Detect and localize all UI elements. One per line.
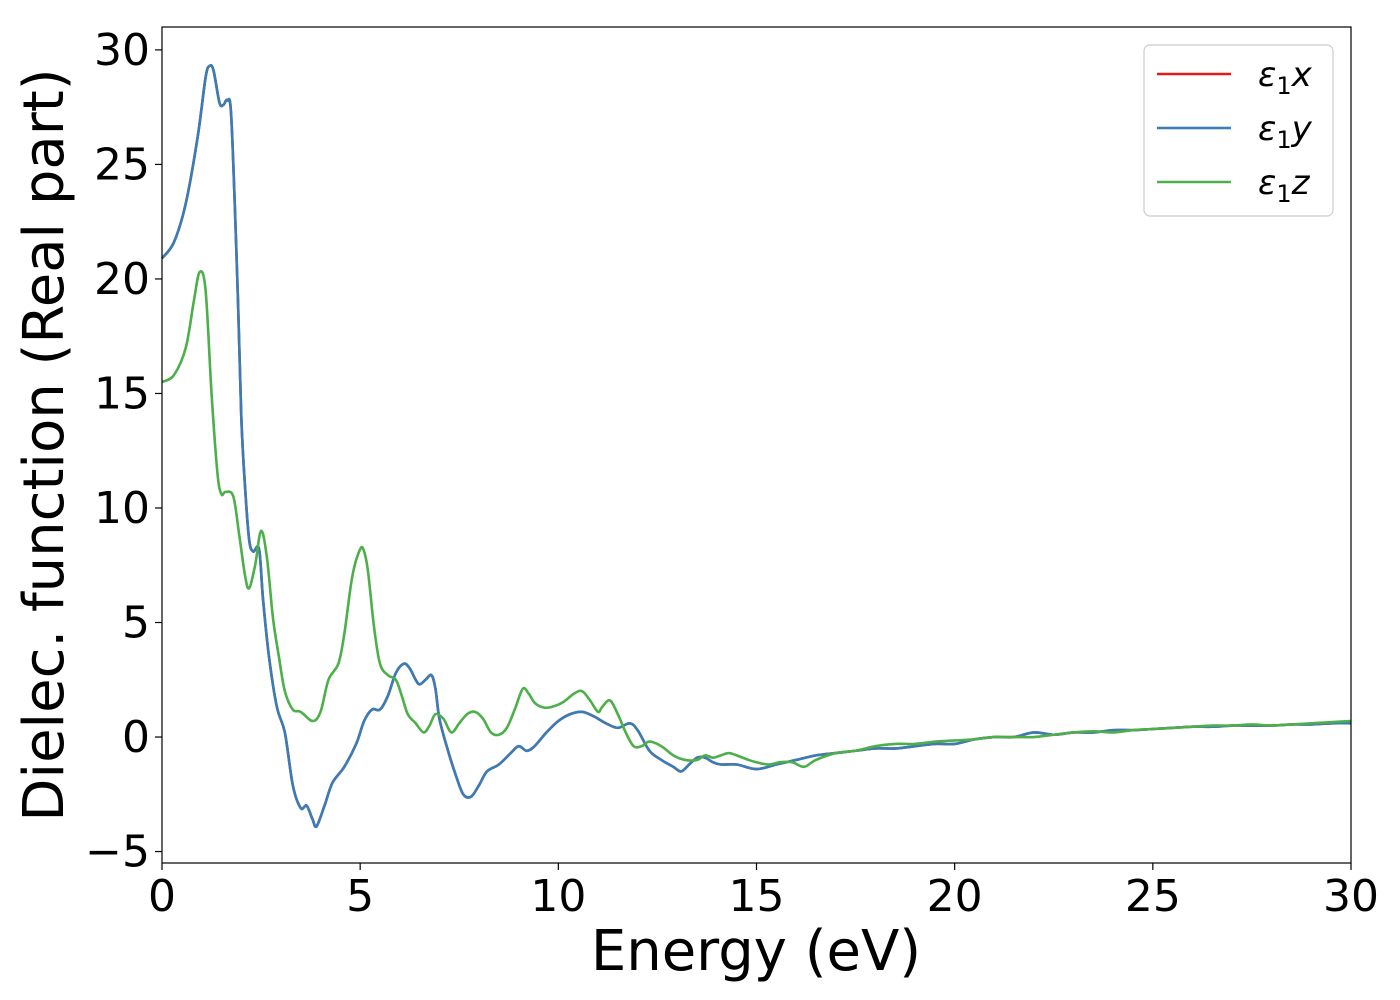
series-line-z [161,269,1352,769]
x-tick-label: 15 [729,871,785,922]
y-tick-label: 5 [122,598,150,649]
y-tick-label: 10 [94,483,150,534]
x-tick-label: 0 [148,871,176,922]
x-tick-label: 10 [530,871,586,922]
y-tick-label: 25 [94,139,150,190]
legend-frame [1143,44,1334,217]
x-tick-label: 20 [927,871,983,922]
legend-label: ε1y [1258,109,1313,154]
x-axis-label: Energy (eV) [591,919,921,984]
y-tick-label: 15 [94,368,150,419]
legend-label: ε1z [1258,163,1311,208]
x-axis-ticks: 0 5 10 15 20 25 30 [148,863,1379,922]
legend: ε1x ε1y ε1z [1143,44,1334,217]
legend-entries: ε1x ε1y ε1z [1157,55,1313,208]
legend-label: ε1x [1258,55,1313,100]
x-tick-label: 5 [346,871,374,922]
series-layer [160,63,1352,829]
y-tick-label: 20 [94,254,150,305]
y-axis-label: Dielec. function (Real part) [12,68,77,821]
x-tick-label: 30 [1323,871,1379,922]
y-axis-ticks: −5 0 5 10 15 20 25 30 [85,25,162,878]
y-tick-label: 30 [94,25,150,76]
x-tick-label: 25 [1125,871,1181,922]
y-tick-label: −5 [85,827,150,878]
y-tick-label: 0 [122,712,150,763]
